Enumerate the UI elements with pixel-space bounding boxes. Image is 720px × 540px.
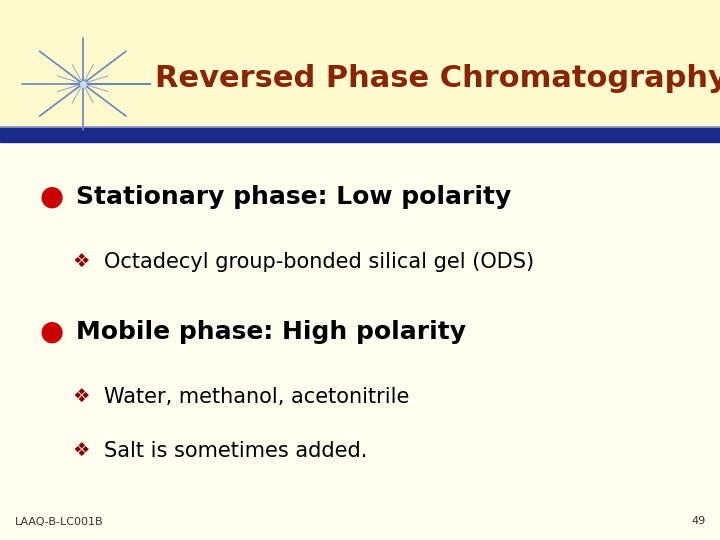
Text: 49: 49 xyxy=(691,516,706,526)
Text: LAAQ-B-LC001B: LAAQ-B-LC001B xyxy=(14,516,103,526)
Text: Water, methanol, acetonitrile: Water, methanol, acetonitrile xyxy=(104,387,410,407)
Bar xyxy=(0,127,720,142)
Text: Stationary phase: Low polarity: Stationary phase: Low polarity xyxy=(76,185,511,209)
Bar xyxy=(0,0,720,130)
Text: Salt is sometimes added.: Salt is sometimes added. xyxy=(104,441,368,461)
Text: Octadecyl group-bonded silical gel (ODS): Octadecyl group-bonded silical gel (ODS) xyxy=(104,252,534,272)
Text: ●: ● xyxy=(40,318,64,346)
Text: Mobile phase: High polarity: Mobile phase: High polarity xyxy=(76,320,466,344)
Text: ❖: ❖ xyxy=(72,252,89,272)
Text: ●: ● xyxy=(40,183,64,211)
Text: ❖: ❖ xyxy=(72,387,89,407)
Text: Reversed Phase Chromatography: Reversed Phase Chromatography xyxy=(155,64,720,93)
Text: ❖: ❖ xyxy=(72,441,89,461)
